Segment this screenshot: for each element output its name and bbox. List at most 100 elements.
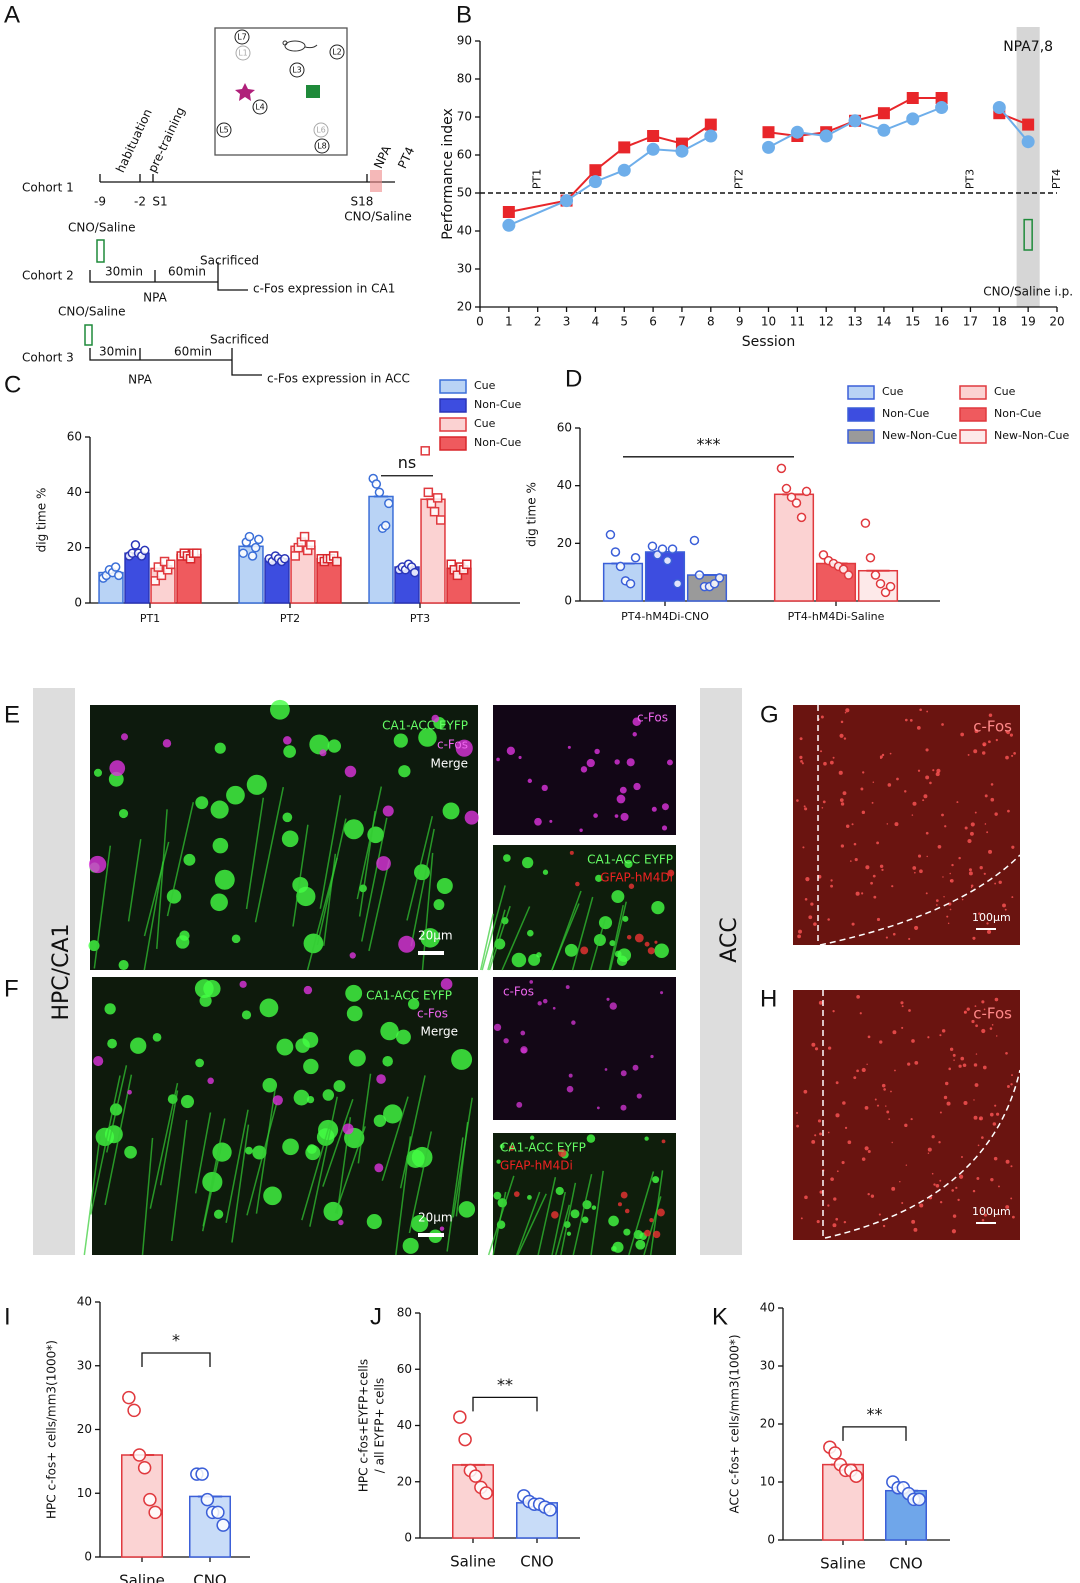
cell [402,1237,419,1254]
significance-bracket [141,1352,211,1367]
data-point [776,463,787,474]
cell [885,936,888,939]
cell [864,1105,869,1110]
cell [971,1019,975,1024]
marker [560,194,574,208]
cell [586,758,595,768]
series-line [508,97,1029,213]
cell [529,1135,535,1140]
data-point [709,578,720,589]
cell [818,1000,823,1005]
cell [633,782,641,791]
dendrite [322,853,337,946]
x-tick-label: 18 [992,315,1007,329]
chart: 0 10 20 30 40 ACC c-fos+ cells/mm3(1000*) Sali… [728,1301,950,1573]
cell [888,1118,891,1121]
x-tick-label: CNO [889,1555,923,1573]
cell [983,872,986,875]
cell [973,1063,978,1067]
cell [1009,733,1013,737]
cell [246,774,267,795]
cell [981,1136,984,1139]
cell [821,806,824,809]
cell [433,899,445,911]
cell [620,812,629,821]
dendrite [83,1136,101,1256]
dendrite [537,1176,557,1256]
cell [611,1245,617,1252]
cell [975,1024,978,1028]
cell [527,1195,532,1200]
cell [564,943,578,957]
cell [949,908,952,911]
cell [516,1101,523,1108]
cell [894,822,899,827]
cell [107,1038,117,1049]
cell [998,880,1002,884]
cell [990,783,994,786]
panel-label: H [760,985,777,1012]
data-point [543,1503,557,1517]
data-point [843,570,854,580]
cell [552,1006,556,1010]
cell [231,934,241,944]
panel-label: G [760,701,779,728]
dendrite [159,1090,179,1186]
cell [598,916,613,930]
cell [889,752,892,755]
boundary [819,854,1021,946]
dendrite [231,1124,250,1243]
y-tick-label: 70 [457,110,472,124]
dendrite [194,1112,212,1194]
cell [1005,1205,1010,1209]
data-point [166,559,176,570]
cell [796,799,799,802]
cell [946,1101,951,1106]
data-point [462,559,472,570]
dendrite [143,861,164,971]
data-point [791,498,802,508]
dendrite [292,824,309,927]
y-tick-label: 20 [67,540,82,554]
y-tick-label: 40 [67,485,82,499]
marker [877,107,890,120]
cell [901,1005,904,1008]
y-tick-label: 20 [457,300,472,314]
cell [973,749,978,754]
cell [927,1036,930,1039]
cell [624,1208,630,1214]
cell [349,952,356,959]
cell [644,941,650,947]
annotation: PT2 [733,169,746,189]
dendrite [245,797,265,910]
timeline-label: S1 [152,195,167,209]
cell [989,1112,994,1117]
cell [571,1020,576,1025]
cell [493,1023,502,1032]
y-tick-label: 40 [397,1418,412,1432]
cell [851,922,855,926]
channel-label: Merge [431,757,468,771]
cell [632,732,637,737]
cell [876,1104,880,1107]
dendrite [572,1174,593,1256]
cell [966,1007,970,1011]
cell [927,1147,932,1152]
cell [838,770,843,775]
cell [210,893,228,912]
dendrite [488,905,511,971]
legend-swatch [959,385,987,400]
data-point [250,542,261,553]
dendrite [316,818,347,946]
cell [938,1141,941,1144]
cell [835,1081,839,1085]
cell [917,854,922,858]
cell [800,760,803,763]
cell [958,856,961,860]
cell [1013,752,1016,755]
cell [651,900,665,915]
panel-label: F [4,975,19,1002]
data-point [610,547,621,557]
cell [580,766,588,773]
dendrite [410,828,435,947]
